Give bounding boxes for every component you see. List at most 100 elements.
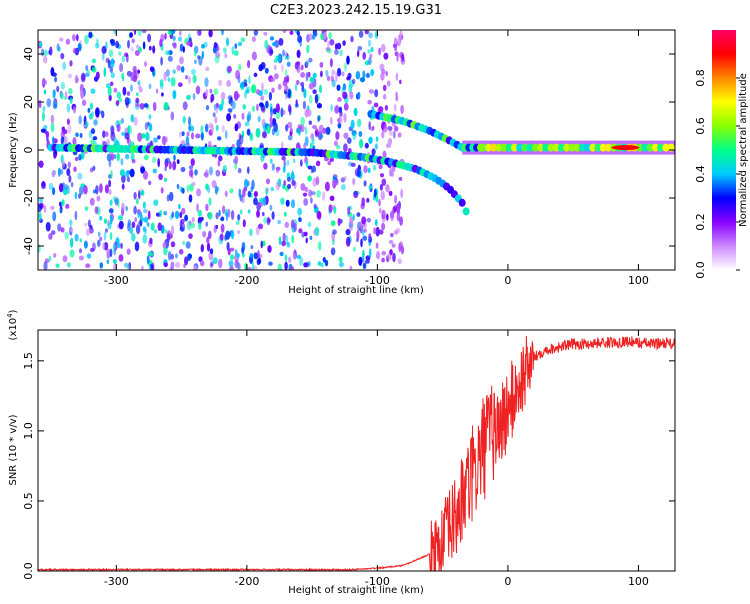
- noise-cell: [369, 248, 372, 258]
- noise-cell: [240, 37, 246, 43]
- noise-cell: [178, 204, 181, 210]
- noise-cell: [368, 39, 371, 47]
- noise-cell: [63, 184, 69, 190]
- noise-cell: [368, 32, 373, 39]
- noise-cell: [392, 130, 396, 139]
- noise-cell: [87, 107, 91, 113]
- noise-cell: [99, 183, 103, 194]
- noise-cell: [126, 176, 130, 183]
- noise-cell: [220, 91, 226, 100]
- noise-cell: [350, 119, 355, 129]
- noise-cell: [388, 240, 394, 244]
- noise-cell: [61, 136, 65, 143]
- noise-cell: [327, 41, 330, 48]
- noise-cell: [131, 38, 135, 44]
- noise-cell: [308, 120, 312, 125]
- noise-cell: [182, 101, 188, 111]
- noise-cell: [205, 105, 210, 111]
- noise-cell: [134, 50, 140, 56]
- noise-cell: [287, 121, 293, 129]
- noise-cell: [381, 43, 386, 53]
- noise-cell: [335, 72, 338, 82]
- noise-cell: [147, 33, 152, 43]
- noise-cell: [176, 65, 182, 71]
- noise-cell: [40, 128, 46, 133]
- noise-cell: [191, 216, 195, 223]
- noise-cell: [95, 107, 100, 118]
- noise-cell: [63, 136, 68, 144]
- noise-cell: [325, 126, 331, 135]
- noise-cell: [143, 103, 149, 108]
- y-tick-label: -40: [22, 237, 35, 255]
- noise-cell: [262, 131, 268, 139]
- noise-cell: [326, 75, 331, 82]
- noise-cell: [44, 258, 50, 264]
- noise-cell: [235, 252, 240, 258]
- noise-cell: [227, 108, 233, 113]
- noise-cell: [330, 104, 333, 112]
- noise-cell: [310, 197, 313, 204]
- noise-cell: [47, 223, 50, 232]
- noise-cell: [289, 30, 294, 35]
- noise-cell: [188, 233, 193, 239]
- steady-trace-cell: [584, 143, 591, 152]
- noise-cell: [388, 190, 393, 196]
- noise-cell: [172, 43, 177, 49]
- noise-cell: [350, 35, 354, 43]
- noise-cell: [103, 218, 108, 224]
- noise-cell: [107, 222, 112, 230]
- steady-trace-cell: [651, 143, 659, 152]
- noise-cell: [303, 88, 307, 99]
- noise-cell: [380, 72, 385, 81]
- noise-cell: [200, 244, 204, 253]
- noise-cell: [84, 34, 89, 45]
- noise-cell: [206, 242, 211, 252]
- noise-cell: [186, 94, 191, 100]
- noise-cell: [197, 55, 201, 60]
- noise-cell: [349, 265, 353, 270]
- noise-cell: [191, 223, 196, 229]
- noise-cell: [38, 203, 42, 212]
- noise-cell: [218, 209, 221, 217]
- noise-cell: [368, 121, 372, 131]
- noise-cell: [117, 215, 123, 221]
- noise-cell: [171, 211, 174, 218]
- steady-trace-cell: [484, 143, 492, 152]
- snr-yscale-exponent: 4: [6, 313, 14, 318]
- noise-cell: [175, 253, 178, 259]
- noise-cell: [399, 216, 403, 226]
- noise-cell: [160, 187, 164, 194]
- noise-cell: [164, 166, 167, 172]
- noise-cell: [72, 48, 78, 54]
- noise-cell: [92, 242, 96, 252]
- noise-cell: [157, 157, 160, 168]
- y-tick-label: 40: [22, 47, 35, 61]
- noise-cell: [242, 219, 246, 228]
- noise-cell: [131, 221, 136, 229]
- noise-cell: [373, 102, 379, 108]
- noise-cell: [118, 254, 124, 262]
- noise-cell: [398, 34, 402, 44]
- noise-cell: [55, 263, 60, 268]
- noise-cell: [331, 79, 336, 88]
- noise-cell: [134, 217, 137, 223]
- noise-cell: [398, 241, 404, 251]
- noise-cell: [307, 165, 313, 170]
- noise-cell: [125, 170, 130, 178]
- noise-cell: [167, 55, 173, 62]
- noise-cell: [133, 30, 137, 35]
- noise-cell: [99, 262, 104, 269]
- noise-cell: [296, 79, 300, 85]
- noise-cell: [193, 51, 197, 57]
- noise-cell: [385, 70, 389, 77]
- noise-cell: [129, 32, 134, 38]
- noise-cell: [217, 159, 221, 167]
- noise-cell: [109, 199, 113, 207]
- noise-cell: [269, 158, 273, 164]
- noise-cell: [400, 104, 404, 114]
- noise-cell: [305, 60, 309, 67]
- noise-cell: [318, 134, 324, 139]
- noise-cell: [380, 190, 385, 201]
- noise-cell: [57, 223, 62, 232]
- noise-cell: [292, 158, 296, 164]
